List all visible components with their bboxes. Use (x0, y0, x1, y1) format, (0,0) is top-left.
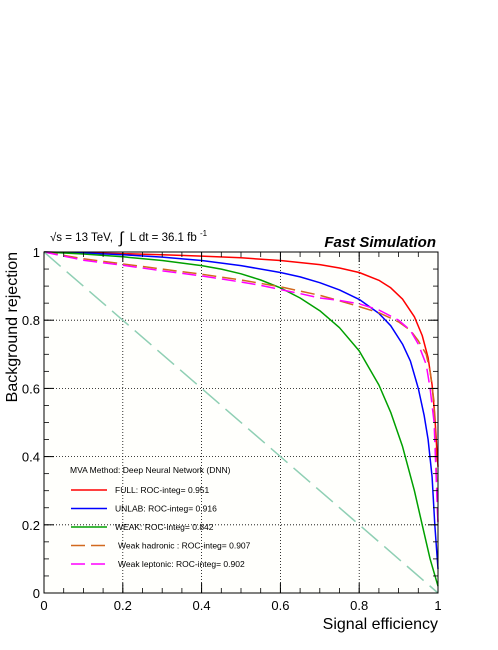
x-tick-label: 0.6 (271, 598, 289, 613)
legend-label: UNLAB: ROC-integ= 0.916 (115, 504, 217, 514)
y-tick-label: 0.2 (22, 518, 40, 533)
x-axis-label: Signal efficiency (323, 616, 438, 633)
series-curves (43, 251, 439, 594)
y-tick-label: 1 (33, 245, 40, 260)
legend-label: Weak leptonic: ROC-integ= 0.902 (118, 559, 245, 569)
y-tick-label: 0.4 (22, 450, 40, 465)
lumi-label: √s = 13 TeV, ∫ L dt = 36.1 fb -1 (50, 229, 208, 247)
x-tick-label: 0 (40, 598, 47, 613)
series-line-weak (43, 251, 439, 525)
x-tick-label: 1 (434, 598, 441, 613)
y-tick-label: 0.6 (22, 381, 40, 396)
lumi-prefix: √s = 13 TeV, (50, 231, 113, 244)
x-tick-label: 0.4 (193, 598, 211, 613)
legend-label: Weak hadronic : ROC-integ= 0.907 (118, 541, 251, 551)
lumi-text: L dt = 36.1 fb (130, 232, 197, 244)
fast-simulation-label: Fast Simulation (324, 234, 436, 251)
integral-symbol: ∫ (118, 230, 125, 247)
y-tick-label: 0.8 (22, 313, 40, 328)
legend-label: WEAK: ROC-integ= 0.842 (115, 522, 214, 532)
legend-label: FULL: ROC-integ= 0.951 (115, 485, 210, 495)
y-tick-label: 0 (33, 586, 40, 601)
series-line-weak (43, 251, 439, 525)
legend: FULL: ROC-integ= 0.951 UNLAB: ROC-integ= … (71, 485, 251, 569)
axis-ticks (43, 251, 439, 594)
series-line-random (43, 251, 439, 594)
y-axis-label: Background rejection (4, 252, 21, 402)
x-tick-label: 0.2 (114, 598, 132, 613)
lumi-exponent: -1 (200, 229, 208, 238)
series-line-weak (43, 251, 439, 587)
series-line-unlab (43, 251, 439, 570)
axis-tick-labels: 0 0.2 0.4 0.6 0.8 1 0 0.2 0.4 0.6 0.8 1 (22, 245, 442, 613)
x-tick-label: 0.8 (350, 598, 368, 613)
legend-title: MVA Method: Deep Neural Network (DNN) (70, 465, 231, 475)
